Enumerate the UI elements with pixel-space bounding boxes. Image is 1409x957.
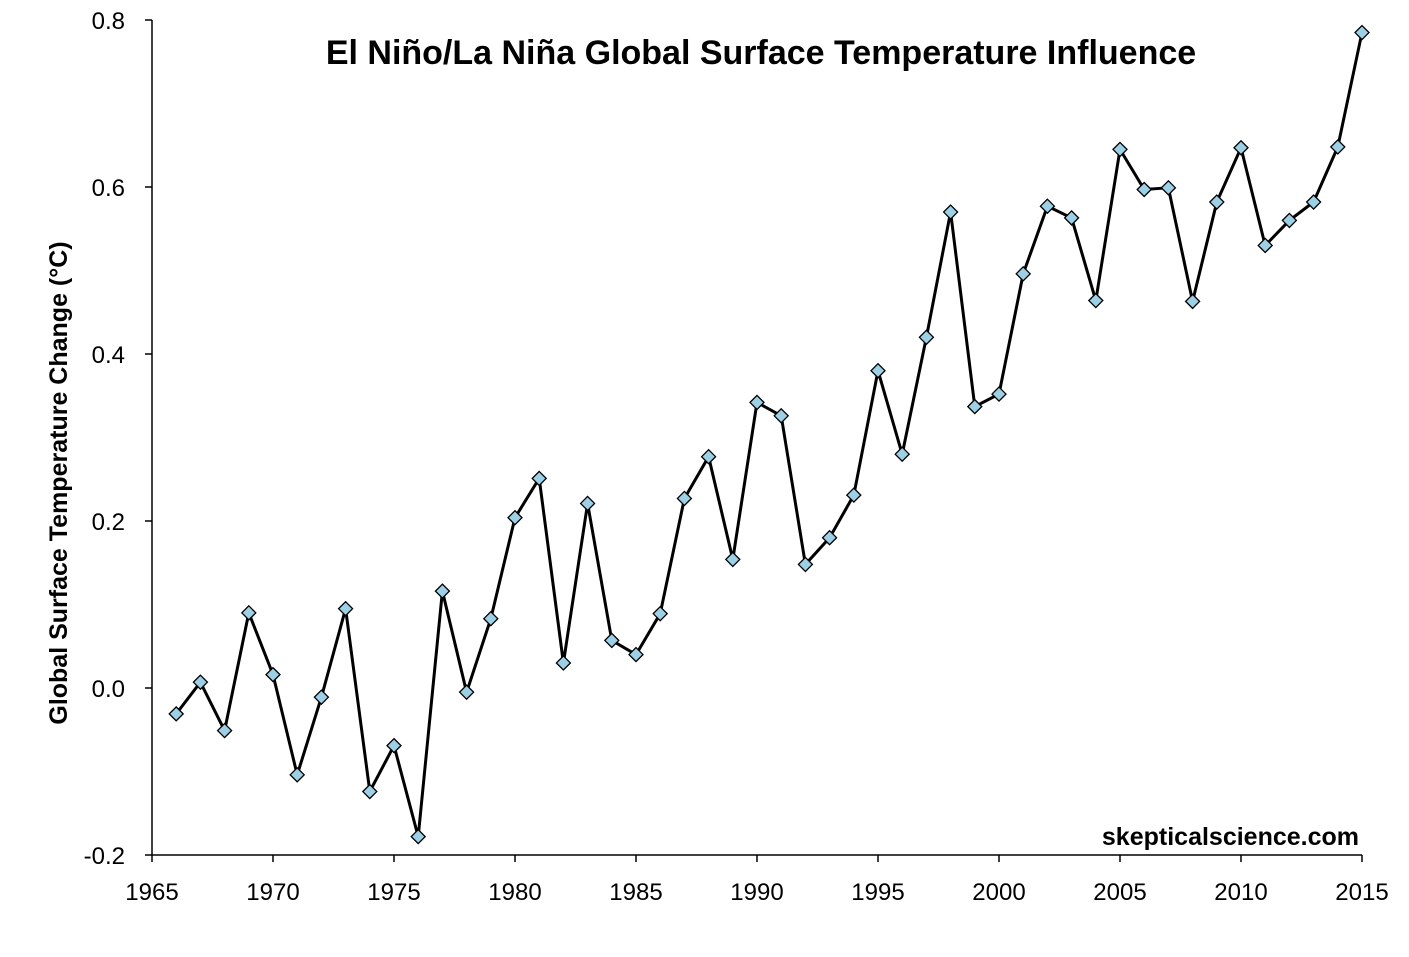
y-tick-label: 0.2: [92, 509, 125, 536]
axes: [151, 20, 1362, 856]
data-point-marker: [192, 674, 209, 691]
source-annotation: skepticalscience.com: [1102, 823, 1359, 851]
data-point-marker: [410, 828, 427, 845]
x-tick-label: 1975: [367, 879, 420, 906]
data-point-marker: [918, 329, 935, 346]
data-point-marker: [652, 605, 669, 622]
series-line-group: [175, 32, 1364, 837]
ticks: -0.2 0.0 0.2 0.4 0.6 0.8 1965 1970 1975 1980 1985 1…: [84, 8, 1389, 906]
data-point-marker: [361, 783, 378, 800]
data-point-marker: [579, 495, 596, 512]
data-point-marker: [1305, 194, 1322, 210]
y-tick-label: 0.8: [92, 8, 125, 35]
series-line: [175, 32, 1364, 837]
data-point-marker: [458, 684, 475, 701]
data-point-marker: [434, 583, 451, 600]
x-tick-label: 1985: [609, 879, 662, 906]
data-point-marker: [966, 398, 983, 415]
y-tick-label: 0.6: [92, 175, 125, 202]
y-tick-label: -0.2: [84, 843, 125, 870]
data-point-marker: [240, 604, 257, 621]
x-tick-label: 2005: [1093, 879, 1146, 906]
data-point-marker: [1136, 181, 1153, 198]
data-point-marker: [870, 362, 886, 379]
data-point-marker: [1039, 198, 1056, 215]
data-point-marker: [1087, 292, 1104, 309]
data-point-marker: [1281, 212, 1298, 229]
data-point-marker: [894, 446, 911, 463]
data-point-marker: [797, 556, 814, 573]
data-point-marker: [555, 655, 572, 671]
chart-title: El Niño/La Niña Global Surface Temperatu…: [326, 34, 1196, 72]
data-point-marker: [821, 529, 838, 546]
data-point-marker: [1208, 194, 1225, 210]
x-tick-label: 1970: [246, 879, 299, 906]
x-tick-label: 2010: [1214, 879, 1267, 906]
data-point-marker: [1184, 293, 1201, 310]
x-tick-label: 1965: [125, 879, 178, 906]
data-point-marker: [265, 666, 281, 683]
data-point-marker: [942, 204, 959, 220]
data-point-marker: [676, 490, 693, 507]
data-point-marker: [337, 600, 354, 617]
x-tick-label: 1980: [488, 879, 541, 906]
data-point-marker: [482, 610, 499, 627]
data-point-marker: [991, 386, 1007, 402]
data-point-marker: [531, 470, 548, 487]
y-tick-label: 0.0: [92, 676, 125, 703]
data-point-marker: [386, 737, 402, 754]
y-axis-title: Global Surface Temperature Change (°C): [45, 241, 73, 724]
data-markers: [168, 24, 1370, 845]
data-point-marker: [1257, 237, 1274, 254]
data-point-marker: [603, 632, 620, 649]
data-point-marker: [724, 551, 741, 568]
data-point-marker: [700, 448, 717, 465]
data-point-marker: [749, 394, 765, 411]
data-point-marker: [1233, 139, 1249, 156]
y-tick-label: 0.4: [92, 342, 125, 369]
data-point-marker: [845, 487, 862, 504]
x-tick-label: 1995: [851, 879, 904, 906]
data-point-marker: [1063, 209, 1080, 226]
x-tick-label: 2015: [1335, 879, 1388, 906]
data-point-marker: [313, 689, 330, 706]
data-point-marker: [1160, 179, 1177, 196]
data-point-marker: [628, 646, 644, 663]
x-tick-label: 1990: [730, 879, 783, 906]
data-point-marker: [1329, 139, 1346, 155]
data-point-marker: [1015, 265, 1032, 282]
data-point-marker: [168, 705, 185, 722]
data-point-marker: [773, 407, 790, 424]
data-point-marker: [507, 509, 523, 526]
data-point-marker: [1354, 24, 1370, 41]
x-tick-label: 2000: [972, 879, 1025, 906]
data-point-marker: [1112, 141, 1128, 158]
data-point-marker: [216, 722, 233, 739]
data-point-marker: [289, 766, 306, 783]
